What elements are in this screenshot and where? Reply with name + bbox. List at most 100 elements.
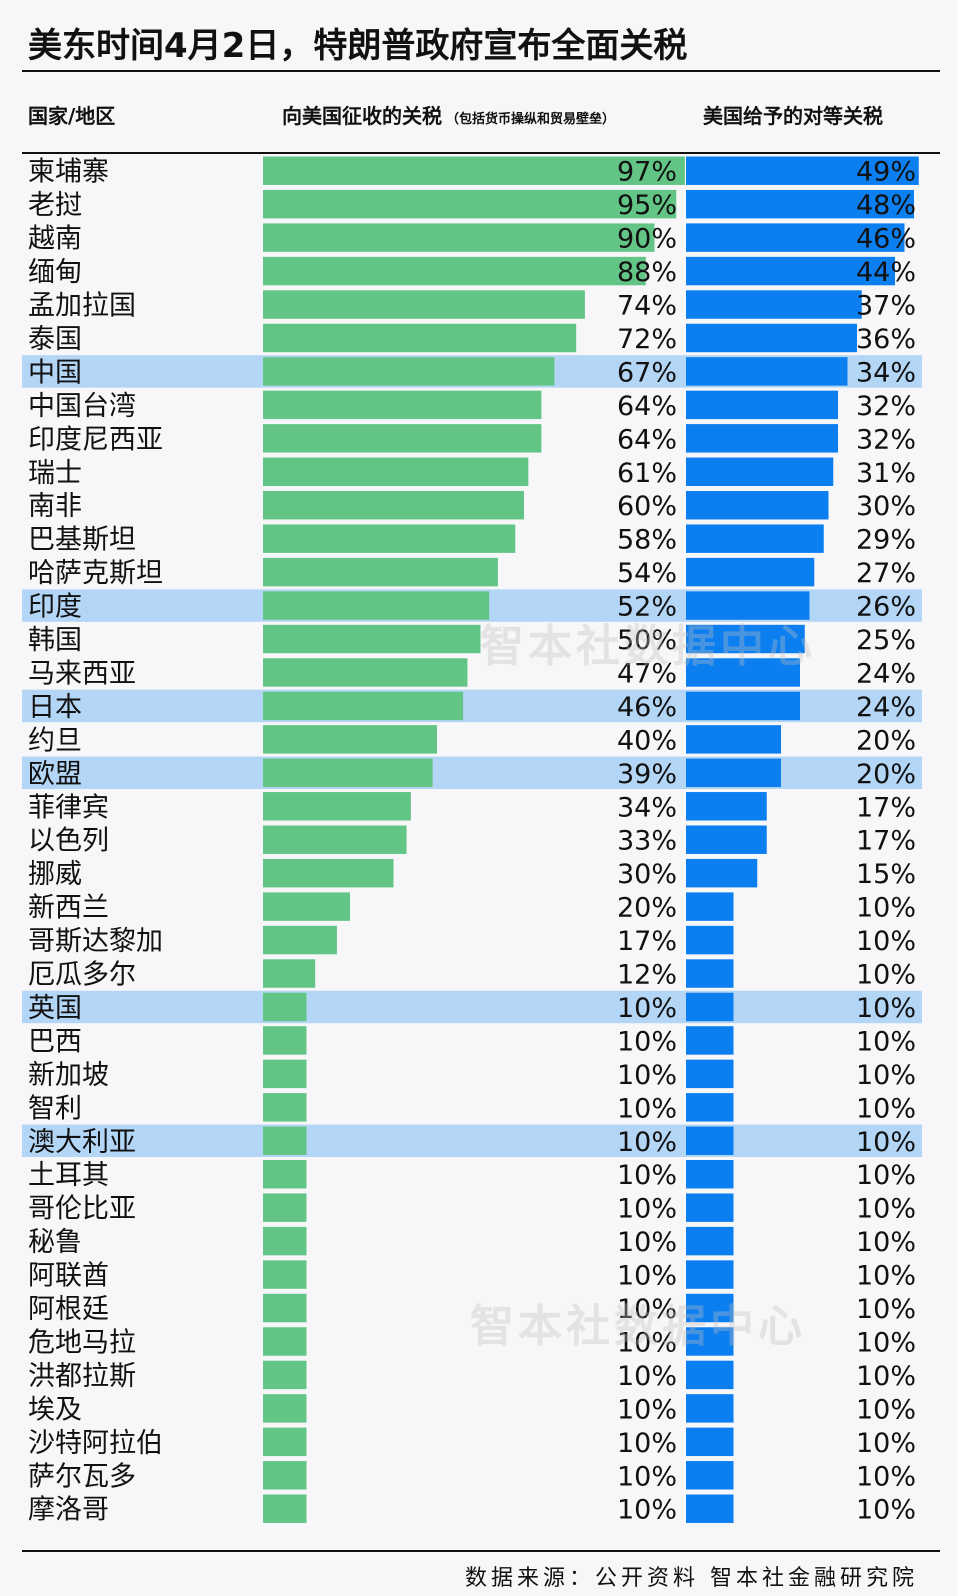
reciprocal-tariff-label: 24% <box>856 692 916 723</box>
country-label: 泰国 <box>28 324 82 355</box>
reciprocal-tariff-label: 10% <box>856 1495 916 1526</box>
bar-reciprocal-tariff <box>686 925 734 955</box>
collected-tariff-label: 30% <box>617 859 677 890</box>
country-label: 阿联酋 <box>28 1261 109 1292</box>
source-note: 数据来源：公开资料 智本社金融研究院 <box>465 1566 918 1591</box>
reciprocal-tariff-label: 10% <box>856 1394 916 1425</box>
bar-collected-tariff <box>263 189 677 219</box>
bar-reciprocal-tariff <box>686 290 862 319</box>
collected-tariff-label: 34% <box>617 792 677 823</box>
bar-reciprocal-tariff <box>686 792 767 821</box>
bar-reciprocal-tariff <box>686 357 848 386</box>
reciprocal-tariff-label: 10% <box>856 893 916 924</box>
bar-collected-tariff <box>263 1360 307 1390</box>
country-label: 南非 <box>28 491 82 522</box>
country-label: 瑞士 <box>28 458 82 489</box>
bar-collected-tariff <box>263 925 337 955</box>
reciprocal-tariff-label: 10% <box>856 1060 916 1091</box>
country-label: 哥斯达黎加 <box>28 926 163 957</box>
collected-tariff-label: 52% <box>617 592 677 623</box>
country-label: 土耳其 <box>28 1160 109 1191</box>
reciprocal-tariff-label: 10% <box>856 1327 916 1358</box>
reciprocal-tariff-label: 10% <box>856 1261 916 1292</box>
bar-reciprocal-tariff <box>686 524 824 553</box>
collected-tariff-label: 64% <box>617 391 677 422</box>
reciprocal-tariff-label: 31% <box>856 458 916 489</box>
bar-reciprocal-tariff <box>686 825 767 854</box>
bottom-rule <box>22 1550 940 1552</box>
country-label: 哈萨克斯坦 <box>28 558 163 589</box>
reciprocal-tariff-label: 44% <box>856 257 916 288</box>
collected-tariff-label: 10% <box>617 1327 677 1358</box>
country-label: 摩洛哥 <box>28 1495 109 1526</box>
reciprocal-tariff-label: 10% <box>856 1461 916 1492</box>
collected-tariff-label: 90% <box>617 224 677 255</box>
collected-tariff-label: 97% <box>617 157 677 188</box>
bar-reciprocal-tariff <box>686 156 919 185</box>
bar-reciprocal-tariff <box>686 457 834 486</box>
reciprocal-tariff-label: 10% <box>856 926 916 957</box>
reciprocal-tariff-label: 46% <box>856 224 916 255</box>
bar-reciprocal-tariff <box>686 1193 734 1222</box>
bar-collected-tariff <box>263 557 498 587</box>
bar-collected-tariff <box>263 758 433 788</box>
bar-collected-tariff <box>263 323 577 353</box>
collected-tariff-label: 10% <box>617 1461 677 1492</box>
bar-reciprocal-tariff <box>686 858 758 888</box>
bar-reciprocal-tariff <box>686 624 805 654</box>
collected-tariff-label: 10% <box>617 1194 677 1225</box>
bar-collected-tariff <box>263 624 481 654</box>
reciprocal-tariff-label: 30% <box>856 491 916 522</box>
collected-tariff-label: 10% <box>617 1495 677 1526</box>
collected-tariff-label: 74% <box>617 291 677 322</box>
reciprocal-tariff-label: 36% <box>856 324 916 355</box>
collected-tariff-label: 10% <box>617 1394 677 1425</box>
country-label: 孟加拉国 <box>28 291 136 322</box>
reciprocal-tariff-label: 10% <box>856 1227 916 1258</box>
bar-reciprocal-tariff <box>686 892 734 921</box>
bar-reciprocal-tariff <box>686 1360 734 1390</box>
reciprocal-tariff-label: 32% <box>856 424 916 455</box>
bar-collected-tariff <box>263 223 655 252</box>
bar-collected-tariff <box>263 1494 307 1523</box>
bar-collected-tariff <box>263 1260 307 1289</box>
bar-collected-tariff <box>263 792 411 821</box>
country-label: 埃及 <box>28 1394 82 1425</box>
reciprocal-tariff-label: 27% <box>856 558 916 589</box>
watermark: 智本社数据中心 <box>480 621 816 672</box>
collected-tariff-label: 72% <box>617 324 677 355</box>
country-label: 新西兰 <box>28 893 109 924</box>
bar-reciprocal-tariff <box>686 658 800 687</box>
country-label: 印度尼西亚 <box>28 424 163 455</box>
bar-reciprocal-tariff <box>686 1260 734 1289</box>
reciprocal-tariff-label: 32% <box>856 391 916 422</box>
header-right: 美国给予的对等关税 <box>703 104 883 128</box>
bar-reciprocal-tariff <box>686 1427 734 1457</box>
bar-reciprocal-tariff <box>686 1160 734 1189</box>
bar-collected-tariff <box>263 1427 307 1457</box>
collected-tariff-label: 88% <box>617 257 677 288</box>
bar-collected-tariff <box>263 1026 307 1055</box>
collected-tariff-label: 10% <box>617 1160 677 1191</box>
reciprocal-tariff-label: 17% <box>856 792 916 823</box>
collected-tariff-label: 39% <box>617 759 677 790</box>
country-label: 印度 <box>28 592 82 623</box>
country-label: 老挝 <box>28 190 82 221</box>
bar-reciprocal-tariff <box>686 725 781 754</box>
bar-collected-tariff <box>263 1226 307 1256</box>
bar-reciprocal-tariff <box>686 1126 734 1155</box>
row-highlight <box>22 1124 922 1157</box>
bar-collected-tariff <box>263 858 394 888</box>
bar-reciprocal-tariff <box>686 1494 734 1523</box>
bar-reciprocal-tariff <box>686 390 838 420</box>
collected-tariff-label: 46% <box>617 692 677 723</box>
country-label: 阿根廷 <box>28 1294 109 1325</box>
collected-tariff-label: 60% <box>617 491 677 522</box>
collected-tariff-label: 64% <box>617 424 677 455</box>
bar-collected-tariff <box>263 658 468 687</box>
collected-tariff-label: 58% <box>617 525 677 556</box>
country-label: 危地马拉 <box>28 1327 136 1358</box>
collected-tariff-label: 50% <box>617 625 677 656</box>
country-label: 越南 <box>28 224 82 255</box>
